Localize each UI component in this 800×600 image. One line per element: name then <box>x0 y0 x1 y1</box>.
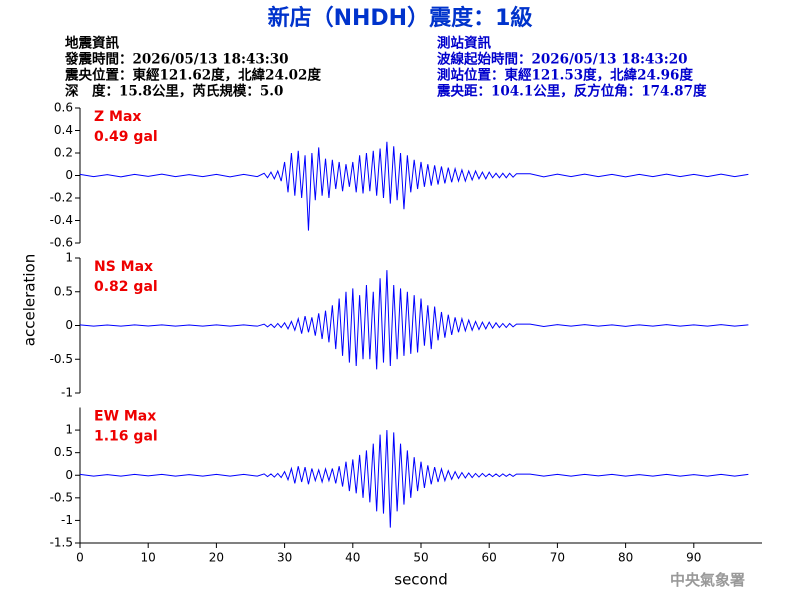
y-tick-label: -0.6 <box>50 236 73 250</box>
y-tick-label: -0.2 <box>50 191 73 205</box>
x-tick-label: 10 <box>141 551 156 565</box>
y-tick-label: 0 <box>65 168 73 182</box>
x-tick-label: 30 <box>277 551 292 565</box>
y-tick-label: 0 <box>65 468 73 482</box>
trace-label: EW Max <box>94 409 156 425</box>
trace-label: NS Max <box>94 259 153 275</box>
max-label: 0.82 gal <box>94 279 158 295</box>
event-info: 地震資訊 <box>65 35 119 52</box>
station-info: 測站位置：東經121.53度，北緯24.96度 <box>437 67 693 84</box>
x-tick-label: 20 <box>209 551 224 565</box>
y-tick-label: -0.4 <box>50 213 73 227</box>
waveform <box>79 141 749 231</box>
x-tick-label: 60 <box>482 551 497 565</box>
max-label: 1.16 gal <box>94 429 158 445</box>
y-tick-label: -0.5 <box>50 352 73 366</box>
y-tick-label: -0.5 <box>50 490 73 504</box>
y-tick-label: 0.4 <box>54 123 73 137</box>
x-axis-label: second <box>394 571 448 589</box>
y-tick-label: -1 <box>61 513 73 527</box>
event-info: 深 度：15.8公里，芮氏規模：5.0 <box>65 83 283 100</box>
y-tick-label: -1.5 <box>50 536 73 550</box>
y-tick-label: 0.5 <box>54 445 73 459</box>
x-tick-label: 0 <box>76 551 84 565</box>
chart-title: 新店（NHDH）震度：1級 <box>268 5 533 31</box>
trace-label: Z Max <box>94 109 141 125</box>
y-axis-label: acceleration <box>21 254 39 346</box>
y-tick-label: 0 <box>65 318 73 332</box>
event-info: 發震時間：2026/05/13 18:43:30 <box>64 51 289 68</box>
x-tick-label: 50 <box>413 551 428 565</box>
station-info: 震央距：104.1公里，反方位角：174.87度 <box>436 83 707 100</box>
x-tick-label: 90 <box>686 551 701 565</box>
station-info: 測站資訊 <box>437 35 491 52</box>
waveform <box>79 430 749 528</box>
y-tick-label: 1 <box>65 423 73 437</box>
y-tick-label: 1 <box>65 251 73 265</box>
event-info: 震央位置：東經121.62度，北緯24.02度 <box>64 67 321 84</box>
x-tick-label: 70 <box>550 551 565 565</box>
x-tick-label: 80 <box>618 551 633 565</box>
station-info: 波線起始時間：2026/05/13 18:43:20 <box>437 51 688 68</box>
y-tick-label: 0.5 <box>54 284 73 298</box>
y-tick-label: -1 <box>61 386 73 400</box>
x-tick-label: 40 <box>345 551 360 565</box>
y-tick-label: 0.2 <box>54 146 73 160</box>
y-tick-label: 0.6 <box>54 101 73 115</box>
max-label: 0.49 gal <box>94 129 158 145</box>
waveform <box>79 270 749 370</box>
footer: 中央氣象署 <box>670 571 745 589</box>
